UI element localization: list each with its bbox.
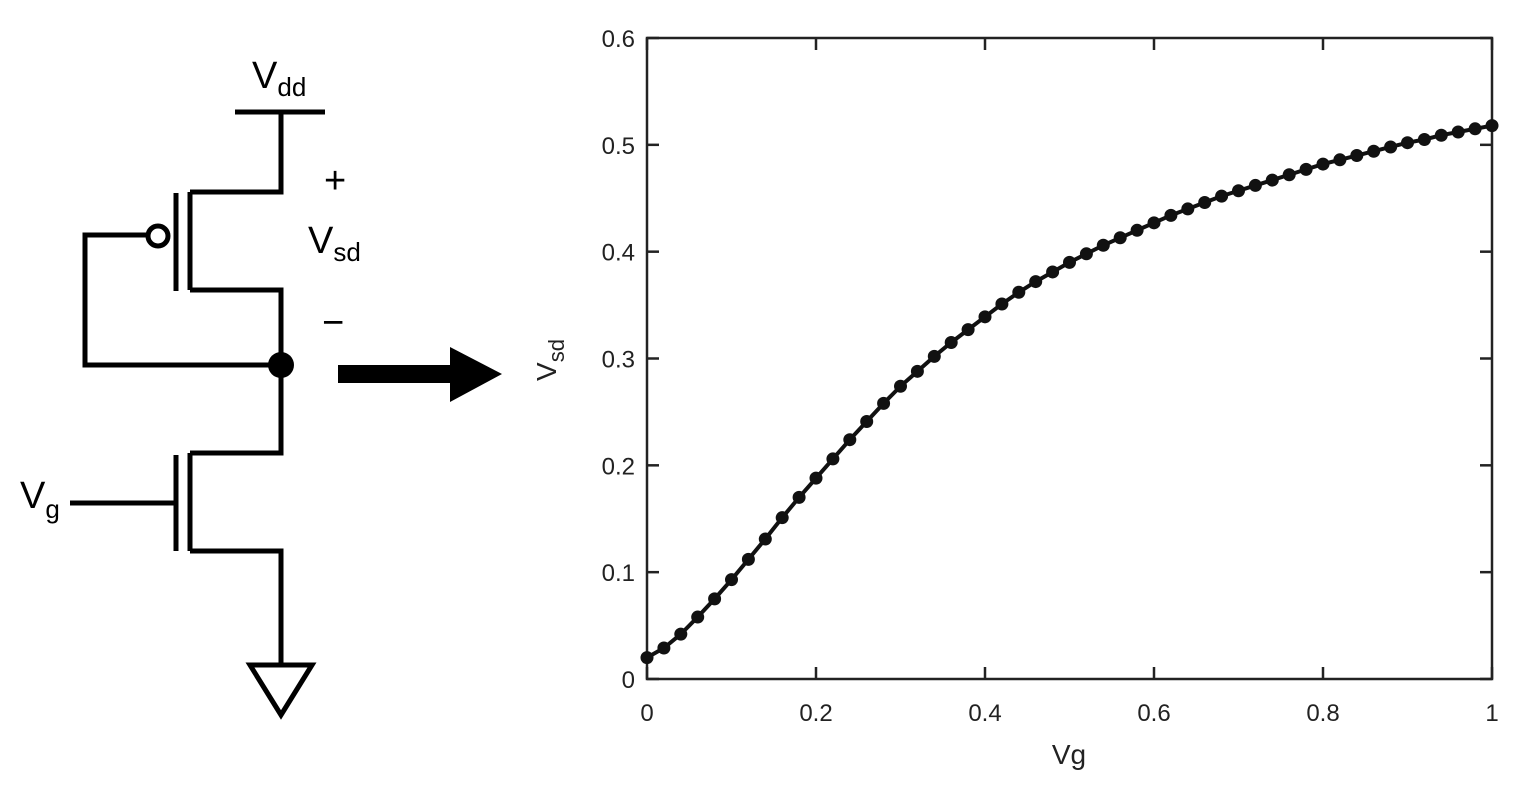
wire — [190, 112, 284, 195]
marker — [640, 651, 654, 665]
marker — [1198, 196, 1212, 210]
marker — [1147, 216, 1161, 230]
y-axis-label: Vsd — [531, 339, 569, 381]
marker — [1079, 247, 1093, 261]
marker — [1350, 149, 1364, 163]
minus-label: − — [322, 302, 344, 344]
line — [646, 123, 1493, 660]
node — [268, 352, 294, 378]
vsd-label: Vsd — [308, 220, 361, 267]
marker — [775, 511, 789, 525]
pmos-bubble — [145, 223, 171, 249]
marker — [1384, 140, 1398, 154]
marker — [1012, 285, 1026, 299]
wire — [82, 232, 281, 368]
marker — [1248, 178, 1262, 192]
y-tick-label: 0.4 — [602, 240, 635, 267]
marker — [674, 627, 688, 641]
marker — [758, 532, 772, 546]
ground — [245, 662, 317, 720]
marker — [894, 379, 907, 393]
marker — [995, 297, 1009, 311]
wire — [190, 548, 284, 665]
marker — [1063, 255, 1076, 269]
x-tick-label: 1 — [1485, 700, 1498, 727]
arrow-body — [338, 365, 452, 383]
marker — [1451, 125, 1465, 139]
marker — [1316, 157, 1330, 171]
marker — [978, 310, 992, 324]
arrow-head — [450, 347, 502, 402]
marker — [1164, 208, 1178, 222]
y-tick-label: 0 — [622, 667, 635, 694]
marker — [944, 335, 958, 349]
marker — [809, 471, 823, 485]
marker — [691, 610, 705, 624]
marker — [1029, 275, 1043, 289]
marker — [708, 592, 722, 606]
y-tick-label: 0.6 — [602, 26, 635, 53]
x-tick-label: 0 — [640, 700, 653, 727]
marker — [1046, 265, 1060, 279]
y-tick-label: 0.1 — [602, 560, 635, 587]
marker — [1215, 189, 1229, 203]
marker — [1468, 122, 1482, 136]
marker — [657, 641, 671, 655]
marker — [961, 323, 975, 337]
marker — [843, 433, 857, 447]
marker — [1096, 238, 1110, 252]
marker — [1485, 119, 1499, 133]
axes-box — [645, 36, 1494, 681]
x-axis-label: Vg — [1052, 739, 1086, 770]
marker — [927, 349, 941, 363]
marker — [877, 396, 891, 410]
marker — [1232, 184, 1245, 198]
marker — [860, 415, 874, 429]
marker — [1299, 162, 1313, 176]
x-tick-label: 0.6 — [1137, 700, 1170, 727]
marker — [725, 573, 738, 587]
marker — [741, 552, 755, 566]
marker — [1181, 202, 1195, 216]
marker — [1333, 153, 1347, 167]
x-tick-label: 0.4 — [968, 700, 1001, 727]
y-tick-label: 0.3 — [602, 347, 635, 374]
marker — [1401, 136, 1414, 150]
marker — [1367, 144, 1381, 158]
marker — [1417, 132, 1431, 146]
marker — [826, 452, 840, 466]
marker — [1113, 231, 1127, 245]
marker — [1130, 223, 1144, 237]
marker — [792, 490, 806, 504]
marker — [1265, 173, 1279, 187]
y-tick-label: 0.5 — [602, 133, 635, 160]
x-tick-label: 0.2 — [799, 700, 832, 727]
plot: Vg Vsd 0 0.2 0.4 0.6 0.8 1 0 0.1 0.2 0.3 0.4 0.5 0.6 — [531, 26, 1499, 770]
marker — [1282, 168, 1296, 182]
vg-label: Vg — [20, 475, 60, 524]
vdd-label: Vdd — [252, 55, 306, 102]
marker — [910, 364, 924, 378]
plus-label: + — [324, 160, 346, 202]
x-tick-label: 0.8 — [1306, 700, 1339, 727]
y-tick-label: 0.2 — [602, 453, 635, 480]
circuit: Vdd + Vsd − Vg — [20, 55, 502, 720]
marker — [1434, 128, 1448, 142]
wire — [190, 287, 284, 456]
